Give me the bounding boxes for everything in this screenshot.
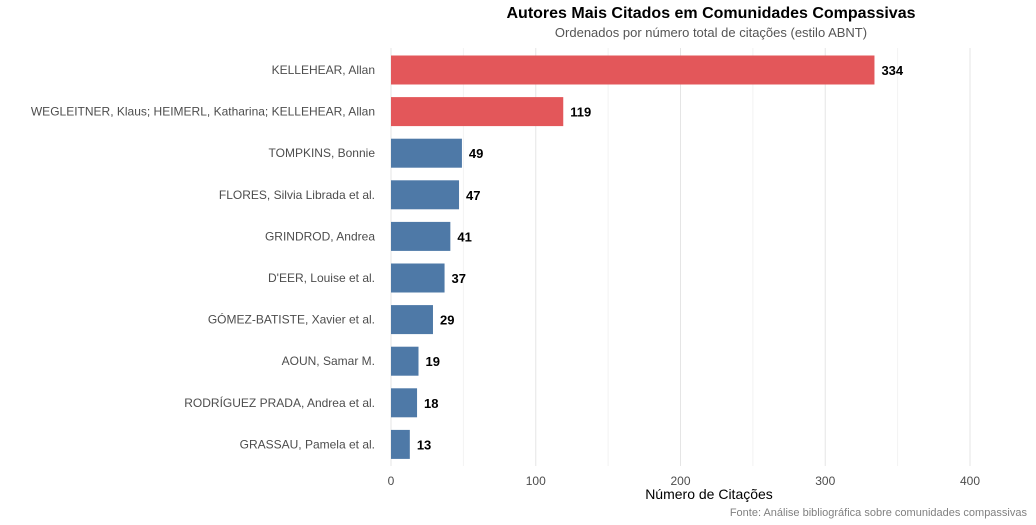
y-category-label: GRINDROD, Andrea	[265, 229, 375, 243]
chart-title: Autores Mais Citados em Comunidades Comp…	[507, 5, 916, 22]
y-category-label: GÓMEZ-BATISTE, Xavier et al.	[208, 312, 375, 327]
y-category-label: D'EER, Louise et al.	[268, 271, 375, 285]
bar	[391, 55, 875, 85]
x-tick-label: 300	[815, 474, 835, 488]
x-tick-label: 0	[388, 474, 395, 488]
bar	[391, 138, 462, 168]
bar	[391, 388, 418, 418]
bar	[391, 346, 419, 376]
label-layer: 0 100 200 300 400 KELLEHEAR, Allan 334 WEGLEITN…	[31, 63, 980, 488]
bar-layer	[391, 55, 875, 459]
x-tick-label: 200	[670, 474, 690, 488]
bar-value-label: 37	[452, 271, 466, 286]
chart-caption: Fonte: Análise bibliográfica sobre comun…	[730, 507, 1028, 519]
bar-value-label: 18	[424, 396, 438, 411]
y-category-label: FLORES, Silvia Librada et al.	[219, 188, 375, 202]
x-axis-title: Número de Citações	[645, 486, 773, 502]
y-category-label: GRASSAU, Pamela et al.	[240, 437, 375, 451]
y-category-label: TOMPKINS, Bonnie	[269, 146, 376, 160]
bar-value-label: 29	[440, 313, 454, 328]
bar-value-label: 19	[426, 354, 440, 369]
bar	[391, 221, 451, 251]
x-tick-label: 400	[960, 474, 980, 488]
x-tick-label: 100	[526, 474, 546, 488]
bar	[391, 180, 460, 210]
y-category-label: KELLEHEAR, Allan	[272, 63, 375, 77]
bar	[391, 429, 410, 459]
bar	[391, 263, 445, 293]
y-category-label: RODRÍGUEZ PRADA, Andrea et al.	[184, 395, 375, 410]
bar	[391, 305, 433, 335]
bar-value-label: 13	[417, 437, 431, 452]
bar-value-label: 334	[881, 63, 903, 78]
bar-value-label: 119	[570, 105, 591, 120]
chart-subtitle: Ordenados por número total de citações (…	[555, 25, 867, 40]
y-category-label: WEGLEITNER, Klaus; HEIMERL, Katharina; K…	[31, 105, 375, 119]
y-category-label: AOUN, Samar M.	[282, 354, 375, 368]
bar	[391, 97, 564, 127]
bar-value-label: 49	[469, 146, 483, 161]
bar-value-label: 41	[457, 229, 471, 244]
bar-value-label: 47	[466, 188, 480, 203]
